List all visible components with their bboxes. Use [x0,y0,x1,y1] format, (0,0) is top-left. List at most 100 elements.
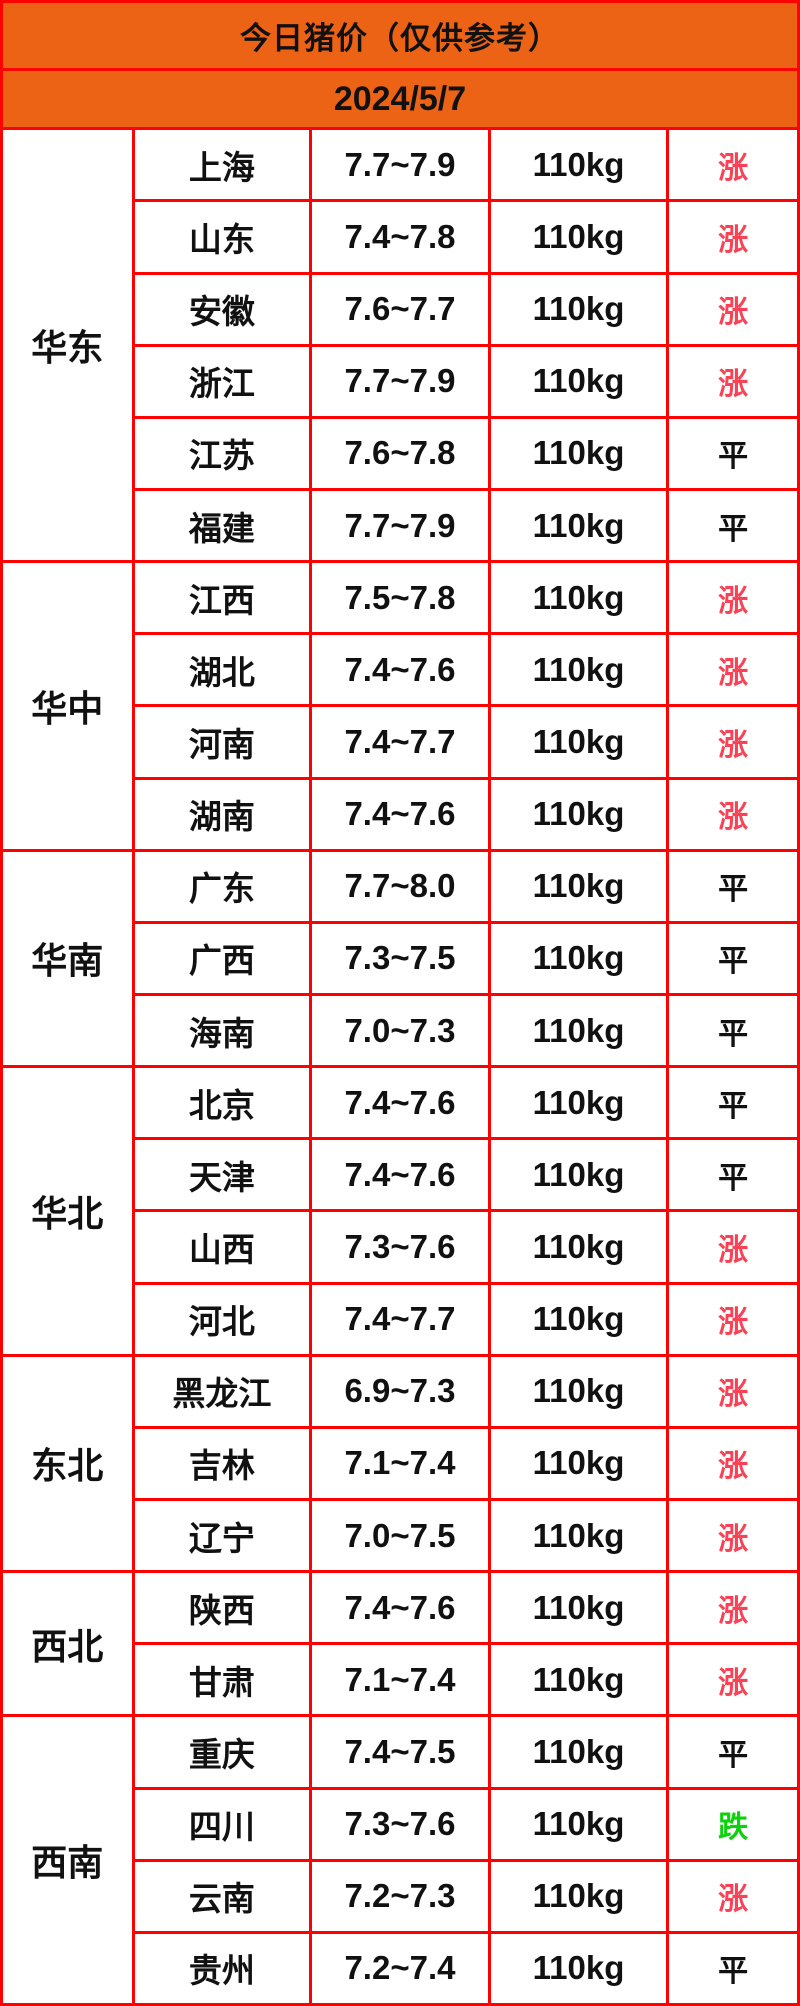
table-row: 东北 黑龙江 6.9~7.3 110kg 涨 [0,1353,800,1574]
price-cell: 7.4~7.6 [309,776,491,852]
weight-cell: 110kg [487,1353,670,1429]
price-cell: 7.7~7.9 [309,487,491,564]
price-cell: 7.2~7.4 [309,1930,491,2006]
price-cell: 7.6~7.7 [309,271,491,347]
table-row: 湖南 7.4~7.6 110kg 涨 [2,776,800,852]
price-cell: 7.4~7.7 [309,704,491,780]
province-cell: 广西 [131,920,313,996]
province-cell: 河南 [131,704,313,780]
status-cell: 涨 [666,343,800,419]
price-cell: 7.1~7.4 [309,1425,491,1501]
province-cell: 甘肃 [131,1642,313,1718]
weight-cell: 110kg [487,1209,670,1285]
status-cell: 涨 [666,199,800,275]
price-cell: 7.6~7.8 [309,415,491,492]
date-row: 2024/5/7 [0,67,800,131]
table-row: 江苏 7.6~7.8 110kg 平 [2,415,800,492]
status-cell: 涨 [666,1642,800,1718]
price-cell: 6.9~7.3 [309,1353,491,1429]
table-row: 华北 北京 7.4~7.6 110kg 平 [0,1065,800,1357]
price-cell: 7.4~7.6 [309,1570,491,1646]
province-cell: 天津 [131,1137,313,1213]
table-row: 四川 7.3~7.6 110kg 跌 [2,1786,800,1862]
status-cell: 涨 [666,1858,800,1934]
price-cell: 7.7~7.9 [309,127,491,203]
price-cell: 7.2~7.3 [309,1858,491,1934]
table-row: 山东 7.4~7.8 110kg 涨 [2,199,800,275]
price-cell: 7.3~7.6 [309,1786,491,1862]
table-row: 海南 7.0~7.3 110kg 平 [2,992,800,1069]
status-cell: 涨 [666,632,800,708]
weight-cell: 110kg [487,1930,670,2006]
status-cell: 平 [666,992,800,1069]
table-row: 华中 江西 7.5~7.8 110kg 涨 [0,560,800,852]
province-cell: 海南 [131,992,313,1069]
weight-cell: 110kg [487,487,670,564]
province-cell: 吉林 [131,1425,313,1501]
province-cell: 重庆 [131,1714,313,1790]
price-cell: 7.4~7.5 [309,1714,491,1790]
weight-cell: 110kg [487,1570,670,1646]
weight-cell: 110kg [487,632,670,708]
province-cell: 云南 [131,1858,313,1934]
status-cell: 涨 [666,271,800,347]
status-cell: 平 [666,487,800,564]
table-row: 安徽 7.6~7.7 110kg 涨 [2,271,800,347]
weight-cell: 110kg [487,343,670,419]
table-row: 西北 陕西 7.4~7.6 110kg 涨 [0,1570,800,1718]
table-row: 天津 7.4~7.6 110kg 平 [2,1137,800,1213]
weight-cell: 110kg [487,415,670,492]
status-cell: 涨 [666,1209,800,1285]
region-cell: 西南 [0,1714,135,2006]
status-cell: 涨 [666,1353,800,1429]
price-cell: 7.5~7.8 [309,560,491,636]
table-row: 辽宁 7.0~7.5 110kg 涨 [2,1497,800,1574]
price-cell: 7.3~7.5 [309,920,491,996]
weight-cell: 110kg [487,992,670,1069]
price-cell: 7.7~8.0 [309,848,491,924]
weight-cell: 110kg [487,776,670,852]
weight-cell: 110kg [487,1858,670,1934]
province-cell: 河北 [131,1281,313,1357]
status-cell: 平 [666,920,800,996]
weight-cell: 110kg [487,1281,670,1357]
price-cell: 7.0~7.3 [309,992,491,1069]
province-cell: 辽宁 [131,1497,313,1574]
title-row: 今日猪价（仅供参考） [0,0,800,71]
province-cell: 江西 [131,560,313,636]
province-cell: 广东 [131,848,313,924]
price-cell: 7.4~7.6 [309,1065,491,1141]
table-row: 华南 广东 7.7~8.0 110kg 平 [0,848,800,1069]
table-row: 福建 7.7~7.9 110kg 平 [2,487,800,564]
weight-cell: 110kg [487,1714,670,1790]
province-cell: 四川 [131,1786,313,1862]
status-cell: 平 [666,848,800,924]
province-cell: 湖南 [131,776,313,852]
region-cell: 华南 [0,848,135,1069]
weight-cell: 110kg [487,1497,670,1574]
table-row: 广西 7.3~7.5 110kg 平 [2,920,800,996]
status-cell: 平 [666,1714,800,1790]
province-cell: 湖北 [131,632,313,708]
price-cell: 7.3~7.6 [309,1209,491,1285]
province-cell: 浙江 [131,343,313,419]
weight-cell: 110kg [487,1786,670,1862]
province-cell: 山西 [131,1209,313,1285]
table-row: 山西 7.3~7.6 110kg 涨 [2,1209,800,1285]
status-cell: 涨 [666,1570,800,1646]
status-cell: 跌 [666,1786,800,1862]
table-row: 贵州 7.2~7.4 110kg 平 [2,1930,800,2006]
weight-cell: 110kg [487,1642,670,1718]
price-cell: 7.4~7.6 [309,1137,491,1213]
price-cell: 7.7~7.9 [309,343,491,419]
status-cell: 平 [666,1065,800,1141]
status-cell: 涨 [666,127,800,203]
province-cell: 福建 [131,487,313,564]
province-cell: 江苏 [131,415,313,492]
table-row: 甘肃 7.1~7.4 110kg 涨 [2,1642,800,1718]
status-cell: 涨 [666,776,800,852]
table-row: 华东 上海 7.7~7.9 110kg 涨 [0,127,800,564]
table-row: 吉林 7.1~7.4 110kg 涨 [2,1425,800,1501]
weight-cell: 110kg [487,1425,670,1501]
